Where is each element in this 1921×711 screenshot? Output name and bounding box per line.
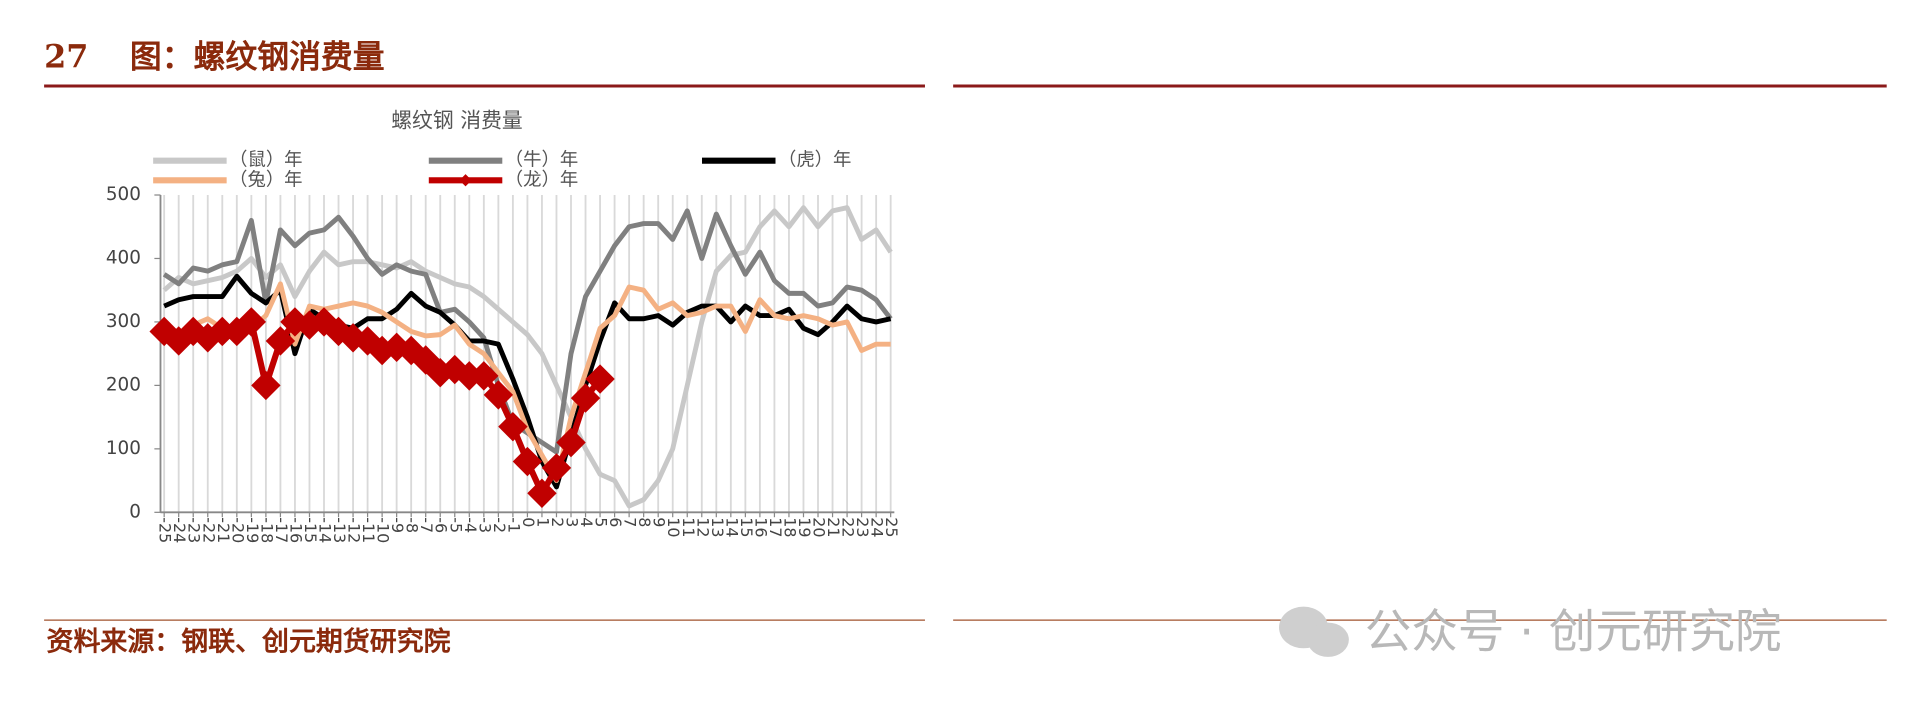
x-tick-label: 18 [780,517,799,537]
legend-label: （龙）年 [505,169,578,190]
watermark-icon [1279,606,1349,657]
x-tick-label: 9 [650,517,669,527]
x-tick-label: -2 [490,517,509,533]
figure-title: 图：螺纹钢消费量 [130,38,385,76]
legend-label: （鼠）年 [229,150,302,171]
x-tick-label: 7 [621,517,640,527]
watermark: 公众号 · 创元研究院 [1365,604,1782,658]
x-tick-label: -19 [243,517,262,543]
x-tick-label: 12 [693,517,712,537]
y-tick-label: 400 [106,247,141,268]
x-tick-label: -1 [504,517,523,533]
point-marker [585,364,615,394]
x-tick-label: -11 [359,517,378,543]
legend-marker [459,174,472,187]
x-tick-label: 21 [824,517,843,537]
x-tick-label: 3 [563,517,582,527]
x-tick-label: -13 [330,517,349,543]
legend-label: （牛）年 [505,150,578,171]
x-tick-label: -23 [185,517,204,543]
x-tick-label: 10 [664,517,683,537]
x-tick-label: 16 [751,517,770,537]
x-tick-label: -7 [417,517,436,533]
x-tick-label: -3 [475,517,494,533]
point-marker [236,307,267,337]
x-tick-label: -21 [214,517,233,543]
x-tick-label: -20 [228,517,247,543]
x-tick-label: 0 [519,517,538,527]
x-tick-label: -25 [156,517,175,543]
point-marker [541,453,572,483]
x-tick-label: -10 [374,517,393,543]
x-tick-label: 8 [635,517,654,527]
point-marker [251,370,281,401]
x-tick-label: -14 [315,517,334,543]
x-tick-label: -8 [403,517,422,533]
point-marker [512,446,543,477]
x-tick-label: 20 [810,517,829,537]
x-tick-label: -18 [257,517,276,543]
x-tick-label: -9 [388,517,407,533]
x-tick-label: 6 [606,517,625,527]
y-tick-label: 300 [106,311,141,332]
x-tick-label: 1 [533,517,552,527]
x-tick-label: -4 [461,517,480,533]
point-marker [498,411,528,442]
y-tick-label: 200 [106,374,141,395]
point-marker [483,380,514,410]
x-tick-label: -12 [345,517,364,543]
source-note: 资料来源：钢联、创元期货研究院 [47,625,451,657]
point-marker [556,427,586,458]
y-tick-label: 0 [129,501,141,522]
point-marker [469,361,499,391]
x-tick-label: -5 [446,517,465,533]
x-tick-label: -15 [301,517,320,543]
point-marker [265,326,296,356]
x-tick-label: 24 [868,517,887,537]
x-tick-label: -24 [170,517,189,543]
x-tick-label: 4 [577,517,596,527]
x-tick-label: 23 [853,517,872,537]
x-tick-label: 2 [548,517,567,527]
point-marker [527,478,557,508]
x-tick-label: 11 [679,517,698,537]
x-tick-label: -22 [199,517,218,543]
x-tick-label: 17 [766,517,785,537]
x-tick-label: 15 [737,517,756,537]
series-line [162,205,893,509]
series-line [163,281,891,484]
x-tick-label: 25 [882,517,901,537]
x-tick-label: 14 [722,517,741,537]
y-tick-label: 100 [106,438,141,459]
figure-number: 27 [44,38,88,76]
x-tick-label: -17 [272,517,291,543]
x-tick-label: 5 [592,517,611,527]
x-tick-label: -6 [432,517,451,533]
x-tick-label: -16 [286,517,305,543]
x-tick-label: 22 [839,517,858,537]
x-tick-label: 13 [708,517,727,537]
chart-title: 螺纹钢 消费量 [391,109,523,133]
x-tick-label: 19 [795,517,814,537]
legend-label: （兔）年 [229,169,302,190]
legend-label: （虎）年 [778,150,851,171]
y-tick-label: 500 [106,184,141,205]
point-marker [570,383,601,413]
